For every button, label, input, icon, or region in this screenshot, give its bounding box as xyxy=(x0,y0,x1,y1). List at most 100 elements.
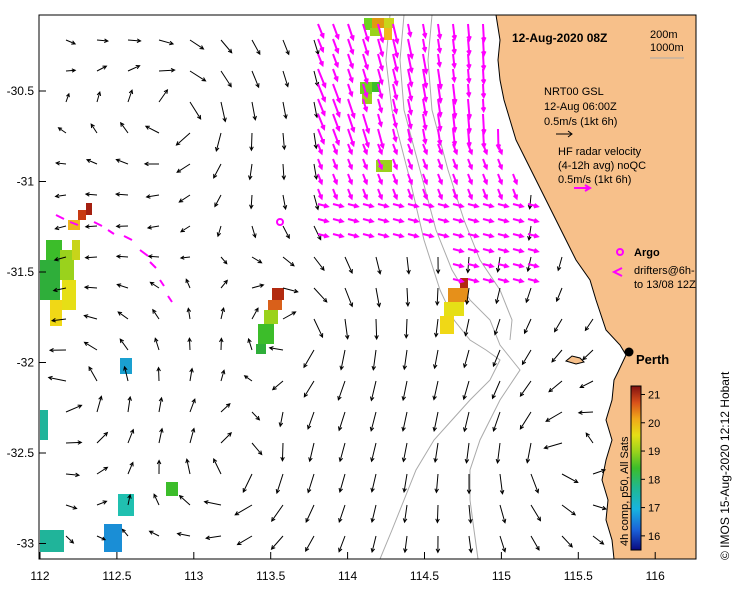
current-arrow xyxy=(435,287,440,307)
x-tick-label: 114.5 xyxy=(410,569,439,583)
current-arrow xyxy=(362,188,369,201)
current-arrow xyxy=(317,53,324,68)
current-arrow xyxy=(234,504,253,516)
current-arrow xyxy=(497,203,510,209)
drifter-legend-line-2: to 13/08 12Z xyxy=(634,279,696,291)
current-arrow xyxy=(332,83,342,104)
current-arrow xyxy=(65,535,75,544)
current-arrow xyxy=(527,218,540,224)
current-arrow xyxy=(54,225,67,231)
current-arrow xyxy=(464,287,470,306)
current-arrow xyxy=(404,318,409,339)
current-arrow xyxy=(392,203,405,209)
current-arrow xyxy=(251,256,263,264)
current-arrow xyxy=(251,442,263,456)
x-tick-label: 112.5 xyxy=(102,569,131,583)
current-arrow xyxy=(213,163,222,179)
drifter-track xyxy=(55,214,173,303)
radar-legend-name: HF radar velocity xyxy=(558,146,642,158)
current-arrow xyxy=(436,23,443,41)
current-arrow xyxy=(251,39,261,56)
current-arrow xyxy=(422,233,435,239)
contour-1000m xyxy=(379,14,501,560)
current-arrow xyxy=(249,132,254,152)
current-arrow xyxy=(344,318,350,340)
current-arrow xyxy=(347,98,356,120)
x-tick-label: 113.5 xyxy=(256,569,285,583)
current-arrow xyxy=(482,263,495,269)
current-arrow xyxy=(362,113,371,135)
current-arrow xyxy=(480,98,487,114)
current-arrow xyxy=(402,473,408,494)
current-arrow xyxy=(278,411,284,428)
current-arrow xyxy=(482,158,489,171)
current-arrow xyxy=(422,158,429,171)
current-arrow xyxy=(179,255,191,260)
current-arrow xyxy=(422,83,429,103)
current-arrow xyxy=(432,380,439,401)
current-arrow xyxy=(65,39,77,45)
current-arrow xyxy=(271,504,284,522)
current-arrow xyxy=(451,68,457,84)
current-arrow xyxy=(313,194,320,211)
current-arrow xyxy=(127,493,132,506)
current-arrow xyxy=(556,256,563,272)
current-arrow xyxy=(127,65,141,72)
current-arrow xyxy=(467,158,474,171)
current-arrow xyxy=(392,113,398,129)
x-tick-label: 112 xyxy=(30,569,49,583)
current-arrow xyxy=(220,256,228,265)
current-arrow xyxy=(242,473,253,494)
current-arrow xyxy=(512,188,519,201)
current-arrow xyxy=(551,349,563,363)
current-arrow xyxy=(65,440,83,445)
current-arrow xyxy=(437,203,450,209)
current-arrow xyxy=(377,53,384,72)
current-arrow xyxy=(123,365,129,382)
y-tick-label: -32.5 xyxy=(7,446,35,460)
current-arrow xyxy=(282,70,289,88)
current-arrow xyxy=(332,158,339,171)
perth-label: Perth xyxy=(636,352,669,367)
current-arrow xyxy=(492,349,501,368)
y-tick-label: -32 xyxy=(17,356,35,370)
current-arrow xyxy=(127,428,135,444)
current-arrow xyxy=(435,535,441,554)
current-arrow xyxy=(96,431,109,444)
current-arrow xyxy=(65,404,83,413)
current-arrow xyxy=(377,233,390,239)
current-arrow xyxy=(466,53,472,71)
current-arrow xyxy=(216,225,222,238)
x-tick-label: 115.5 xyxy=(564,569,593,583)
current-arrow xyxy=(432,411,439,432)
current-arrow xyxy=(452,233,465,239)
current-arrow xyxy=(592,468,607,475)
current-arrow xyxy=(96,535,107,541)
y-tick-label: -31 xyxy=(17,175,35,189)
current-arrow xyxy=(313,256,325,271)
current-arrow xyxy=(422,23,428,39)
current-arrow xyxy=(451,53,457,70)
current-arrow xyxy=(156,366,161,382)
current-arrow xyxy=(497,158,504,171)
current-arrow xyxy=(435,256,441,275)
current-arrow xyxy=(307,473,315,494)
current-arrow xyxy=(512,173,519,186)
current-arrow xyxy=(332,38,340,55)
current-arrow xyxy=(96,38,110,43)
current-arrow xyxy=(585,432,594,444)
current-arrow xyxy=(187,337,192,351)
current-arrow xyxy=(84,224,98,229)
current-arrow xyxy=(392,173,399,186)
current-arrow xyxy=(497,248,510,254)
current-arrow xyxy=(525,287,532,304)
current-arrow xyxy=(158,88,169,103)
current-arrow xyxy=(527,248,540,254)
current-arrow xyxy=(220,403,231,413)
model-current-arrows xyxy=(47,38,608,554)
current-arrow xyxy=(512,248,525,254)
current-arrow xyxy=(497,173,504,186)
current-arrow xyxy=(332,68,339,83)
current-arrow xyxy=(332,203,345,209)
current-arrow xyxy=(332,173,339,186)
